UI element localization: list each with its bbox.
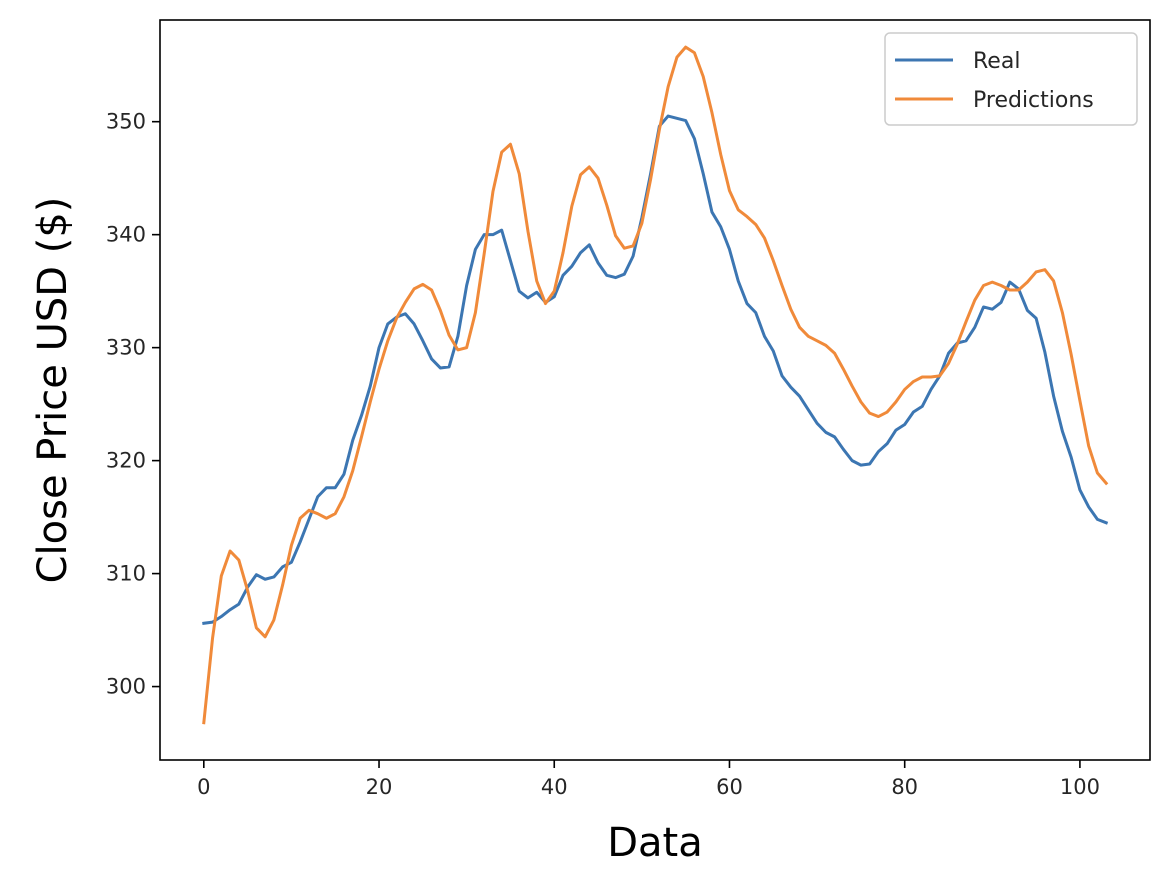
y-tick-label: 330 [106, 336, 146, 360]
x-tick-label: 20 [366, 775, 393, 799]
series-line-predictions [202, 45, 1109, 725]
legend-box [884, 32, 1138, 126]
y-tick-label: 350 [106, 110, 146, 134]
legend: Real Predictions [884, 32, 1138, 126]
legend-label-predictions: Predictions [973, 88, 1094, 113]
y-axis-title: Close Price USD ($) [30, 197, 76, 584]
x-tick-label: 0 [197, 775, 210, 799]
x-tick-label: 40 [541, 775, 568, 799]
legend-label-real: Real [973, 49, 1020, 74]
x-axis-title: Data [607, 820, 703, 866]
x-axis: 0 20 40 60 80 100 [197, 760, 1100, 799]
plot-frame [159, 19, 1151, 761]
x-tick-label: 60 [716, 775, 743, 799]
y-tick-label: 300 [106, 675, 146, 699]
y-tick-label: 310 [106, 562, 146, 586]
x-tick-label: 100 [1060, 775, 1100, 799]
x-tick-label: 80 [891, 775, 918, 799]
y-tick-label: 340 [106, 223, 146, 247]
y-axis: 300 310 320 330 340 350 [106, 110, 160, 699]
y-tick-label: 320 [106, 449, 146, 473]
series-layer [202, 45, 1109, 725]
